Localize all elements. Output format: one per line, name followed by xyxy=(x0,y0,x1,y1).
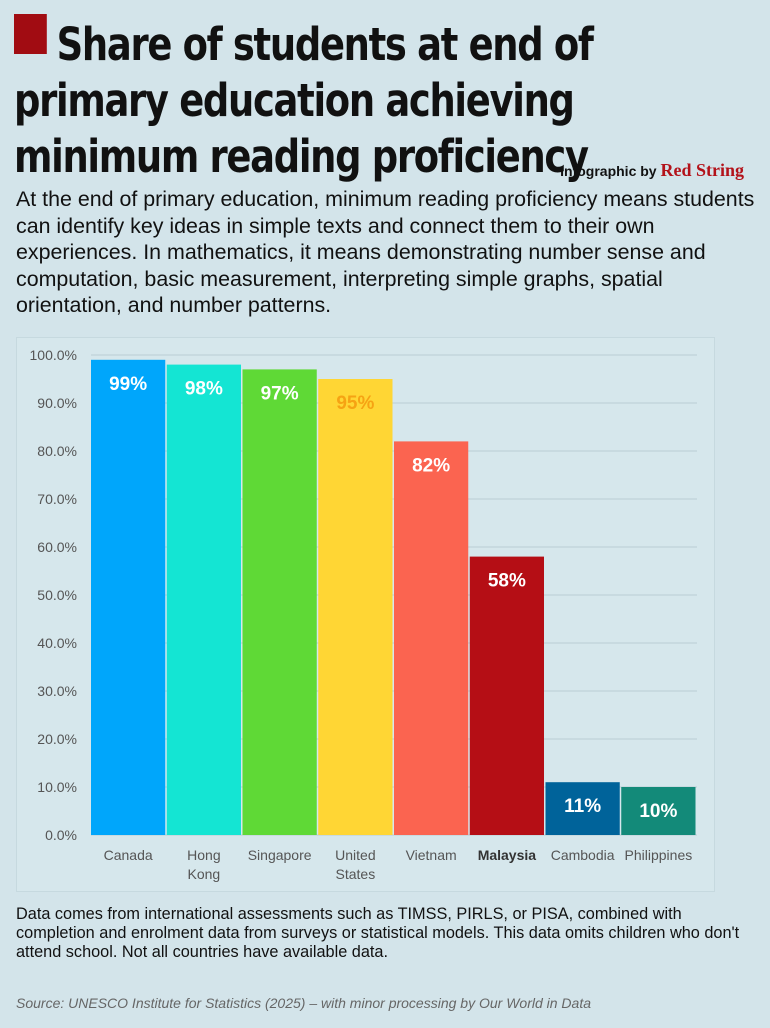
x-tick-label: Kong xyxy=(188,866,221,882)
page-title: Share of students at end of primary educ… xyxy=(14,14,752,185)
x-tick-label: United xyxy=(335,847,375,863)
footer-source: Source: UNESCO Institute for Statistics … xyxy=(16,995,761,1011)
page-title-text: Share of students at end of primary educ… xyxy=(14,18,594,183)
source-label: Source: xyxy=(16,995,65,1011)
y-tick-label: 50.0% xyxy=(37,587,77,603)
bar xyxy=(318,379,393,835)
data-label: 10% xyxy=(639,801,677,822)
y-tick-label: 80.0% xyxy=(37,443,77,459)
y-tick-label: 90.0% xyxy=(37,395,77,411)
bar-chart: 0.0% 10.0% 20.0% 30.0% 40.0% 50.0% 60.0% 70.0% 8… xyxy=(30,347,697,882)
credit-brand-logo: Red String xyxy=(660,160,744,180)
x-tick-label: Canada xyxy=(104,847,153,863)
data-label: 98% xyxy=(185,379,223,400)
source-text: UNESCO Institute for Statistics (2025) –… xyxy=(68,995,591,1011)
bar xyxy=(166,364,241,835)
y-tick-label: 0.0% xyxy=(45,827,77,843)
bar xyxy=(394,441,469,835)
y-tick-label: 100.0% xyxy=(30,347,77,363)
x-tick-label: Philippines xyxy=(625,847,693,863)
y-tick-label: 10.0% xyxy=(37,779,77,795)
bar xyxy=(621,787,696,835)
title-block: Share of students at end of primary educ… xyxy=(14,14,754,185)
x-tick-label: Hong xyxy=(187,847,220,863)
bar xyxy=(545,782,620,835)
x-tick-label: Malaysia xyxy=(478,847,537,863)
y-tick-label: 70.0% xyxy=(37,491,77,507)
credit-prefix: Infographic by xyxy=(560,163,657,179)
data-label: 99% xyxy=(109,374,147,395)
y-tick-label: 40.0% xyxy=(37,635,77,651)
x-tick-label: States xyxy=(336,866,376,882)
infographic-credit: Infographic by Red String xyxy=(560,160,744,181)
data-label: 97% xyxy=(261,383,299,404)
data-label: 58% xyxy=(488,571,526,592)
x-tick-label: Cambodia xyxy=(551,847,615,863)
title-marker-square xyxy=(14,14,47,54)
bar xyxy=(469,556,544,835)
page-subtitle: At the end of primary education, minimum… xyxy=(16,187,755,317)
y-tick-label: 20.0% xyxy=(37,731,77,747)
footer-notes: Data comes from international assessment… xyxy=(16,905,740,961)
data-label: 95% xyxy=(336,393,374,414)
y-tick-label: 30.0% xyxy=(37,683,77,699)
x-tick-label: Singapore xyxy=(248,847,312,863)
chart-panel: 0.0% 10.0% 20.0% 30.0% 40.0% 50.0% 60.0% 70.0% 8… xyxy=(16,337,715,892)
bar xyxy=(91,359,166,835)
bar xyxy=(242,369,317,835)
data-label: 11% xyxy=(564,796,601,817)
x-tick-label: Vietnam xyxy=(406,847,457,863)
data-label: 82% xyxy=(412,455,450,476)
y-tick-label: 60.0% xyxy=(37,539,77,555)
